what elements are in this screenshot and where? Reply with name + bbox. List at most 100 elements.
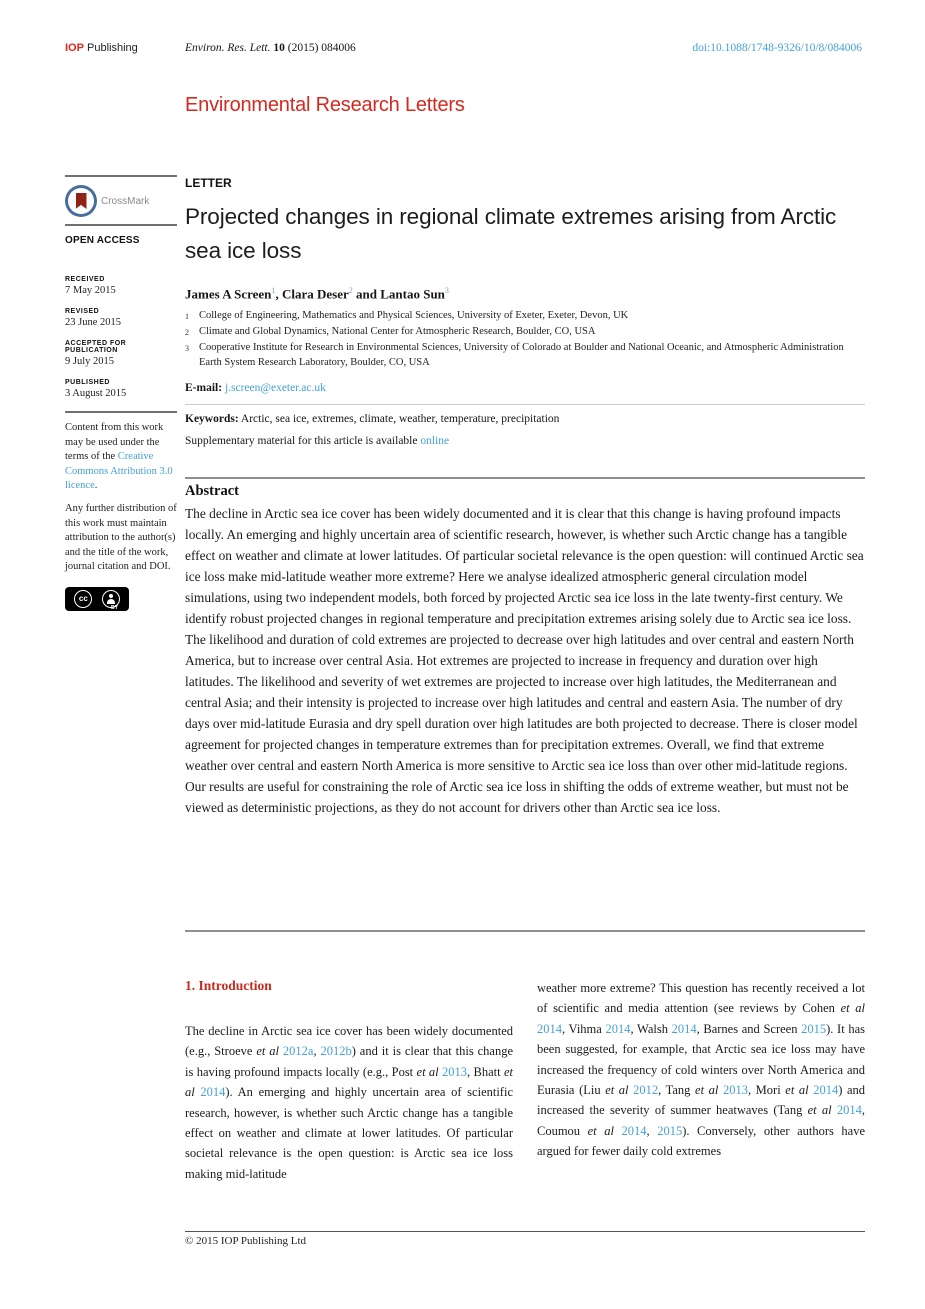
affiliation-number: 3: [185, 344, 189, 354]
date-value: 23 June 2015: [65, 317, 121, 328]
email-link[interactable]: j.screen@exeter.ac.uk: [224, 382, 326, 395]
text-segment: ,: [275, 286, 282, 302]
text-segment: et al: [840, 1001, 865, 1016]
affiliation-text: Climate and Global Dynamics, National Ce…: [199, 326, 596, 338]
affiliation-text: Cooperative Institute for Research in En…: [199, 342, 844, 369]
section-heading-introduction: 1. Introduction: [185, 978, 272, 993]
affiliation-number: 1: [185, 312, 189, 322]
text-segment: , Vihma: [562, 1021, 606, 1036]
ref-walsh-2014[interactable]: 2014: [671, 1021, 697, 1036]
ref-coumou-2014[interactable]: 2014: [621, 1123, 647, 1138]
article-title: Projected changes in regional climate ex…: [185, 204, 837, 263]
text-segment: ,: [313, 1044, 321, 1059]
ref-bhatt-2014[interactable]: 2014: [200, 1085, 226, 1100]
footer-rule: [185, 1231, 865, 1232]
journal-citation: Environ. Res. Lett. 10 (2015) 084006: [185, 42, 356, 54]
text-segment: et al: [185, 1064, 514, 1100]
ref-barnes-screen-2015[interactable]: 2015: [801, 1021, 827, 1036]
text-segment: The decline in Arctic sea ice cover has …: [185, 1024, 513, 1059]
article-history: RECEIVED 7 May 2015 REVISED 23 June 2015…: [65, 276, 177, 399]
text-segment: James A Screen: [185, 286, 272, 302]
text-segment: et al: [785, 1083, 809, 1098]
affiliation-item: 2 Climate and Global Dynamics, National …: [185, 324, 865, 340]
cc-icon: cc: [74, 589, 93, 608]
keywords-rule: [185, 404, 865, 406]
page-header: IOP Publishing Environ. Res. Lett. 10 (2…: [65, 42, 862, 58]
ref-mori-2014[interactable]: 2014: [813, 1083, 839, 1098]
affiliations: 1 College of Engineering, Mathematics an…: [185, 308, 865, 370]
text-segment: Clara Deser: [281, 286, 349, 302]
bookmark-icon: [75, 193, 87, 209]
date-label: RECEIVED: [65, 276, 105, 283]
ref-cohen-2014[interactable]: 2014: [537, 1021, 562, 1036]
cc-licence-link[interactable]: Creative Commons Attribution 3.0 licence: [65, 451, 173, 492]
ref-coumou-2015[interactable]: 2015: [657, 1123, 683, 1138]
date-received: RECEIVED 7 May 2015: [65, 276, 177, 296]
text-segment: ,: [646, 1123, 658, 1138]
text-segment: (2015) 084006: [284, 42, 356, 54]
iop-logo-text: IOP: [65, 42, 84, 54]
license-text-2: Any further distribution of this work mu…: [65, 502, 177, 573]
abstract-rule-bottom: [185, 930, 865, 932]
text-segment: [614, 1124, 622, 1138]
text-segment: , Mori: [747, 1083, 786, 1098]
affiliation-text: College of Engineering, Mathematics and …: [199, 310, 629, 322]
abstract-section: Abstract The decline in Arctic sea ice c…: [185, 483, 865, 818]
affiliation-number: 2: [185, 328, 189, 338]
journal-title: Environmental Research Letters: [185, 94, 465, 116]
license-text-1: Content from this work may be used under…: [65, 421, 177, 494]
text-segment: ). An emerging and highly uncertain area…: [185, 1085, 513, 1181]
publisher-name: Publishing: [83, 42, 138, 54]
sidebar-rule-top: [65, 175, 177, 177]
open-access-label: OPEN ACCESS: [65, 235, 140, 246]
date-published: PUBLISHED 3 August 2015: [65, 379, 177, 399]
ref-tang-2014[interactable]: 2014: [836, 1103, 862, 1118]
crossmark-label: CrossMark: [101, 195, 150, 207]
intro-paragraph-right: weather more extreme? This question has …: [537, 978, 865, 1162]
supplementary-line: Supplementary material for this article …: [185, 435, 865, 447]
keywords-label: Keywords:: [185, 413, 239, 426]
crossmark-logo[interactable]: CrossMark: [65, 177, 177, 224]
ref-liu-2012[interactable]: 2012: [633, 1083, 659, 1098]
doi-link[interactable]: doi:10.1088/1748-9326/10/8/084006: [692, 42, 862, 54]
text-segment: and: [352, 286, 381, 302]
abstract-heading: Abstract: [185, 483, 239, 499]
keywords-text: Arctic, sea ice, extremes, climate, weat…: [238, 413, 560, 426]
text-segment: ). Conversely, other authors have argued…: [537, 1123, 866, 1159]
sidebar: CrossMark OPEN ACCESS RECEIVED 7 May 201…: [65, 175, 177, 611]
article-type-label: LETTER: [185, 176, 232, 190]
text-segment: et al: [605, 1083, 629, 1098]
text-segment: , Bhatt: [467, 1064, 504, 1079]
keywords-line: Keywords: Arctic, sea ice, extremes, cli…: [185, 413, 865, 425]
ref-stroeve-2012a[interactable]: 2012a: [282, 1044, 314, 1059]
ref-post-2013[interactable]: 2013: [442, 1064, 468, 1079]
email-line: E-mail: j.screen@exeter.ac.uk: [185, 382, 865, 394]
text-segment: , Walsh: [630, 1021, 672, 1036]
by-label: BY: [111, 604, 118, 611]
text-segment: et al: [807, 1103, 832, 1118]
date-label: REVISED: [65, 308, 100, 315]
abstract-text: The decline in Arctic sea ice cover has …: [185, 506, 864, 815]
text-segment: Lantao Sun: [380, 286, 445, 302]
text-segment: Content from this work may be used under…: [65, 422, 164, 463]
text-segment: et al: [256, 1044, 279, 1059]
cc-label: cc: [78, 594, 88, 604]
ref-tang-2013[interactable]: 2013: [722, 1083, 748, 1098]
text-segment: Environ. Res. Lett.: [185, 42, 274, 54]
affiliation-item: 3 Cooperative Institute for Research in …: [185, 340, 865, 370]
date-label: ACCEPTED FOR PUBLICATION: [65, 340, 127, 354]
supplementary-online-link[interactable]: online: [420, 435, 450, 448]
date-label: PUBLISHED: [65, 379, 110, 386]
text-segment: , Coumou: [537, 1103, 865, 1138]
ref-stroeve-2012b[interactable]: 2012b: [320, 1044, 352, 1059]
text-segment: .: [94, 480, 98, 492]
text-segment: ) and it is clear that this change is ha…: [185, 1044, 514, 1079]
text-segment: 2: [348, 286, 353, 295]
cc-by-badge[interactable]: cc BY: [65, 586, 129, 611]
sidebar-rule-mid: [65, 224, 177, 226]
text-segment: , Barnes and Screen: [696, 1021, 802, 1036]
ref-vihma-2014[interactable]: 2014: [605, 1021, 631, 1036]
abstract-rule-top: [185, 477, 865, 479]
text-segment: 3: [444, 286, 449, 295]
